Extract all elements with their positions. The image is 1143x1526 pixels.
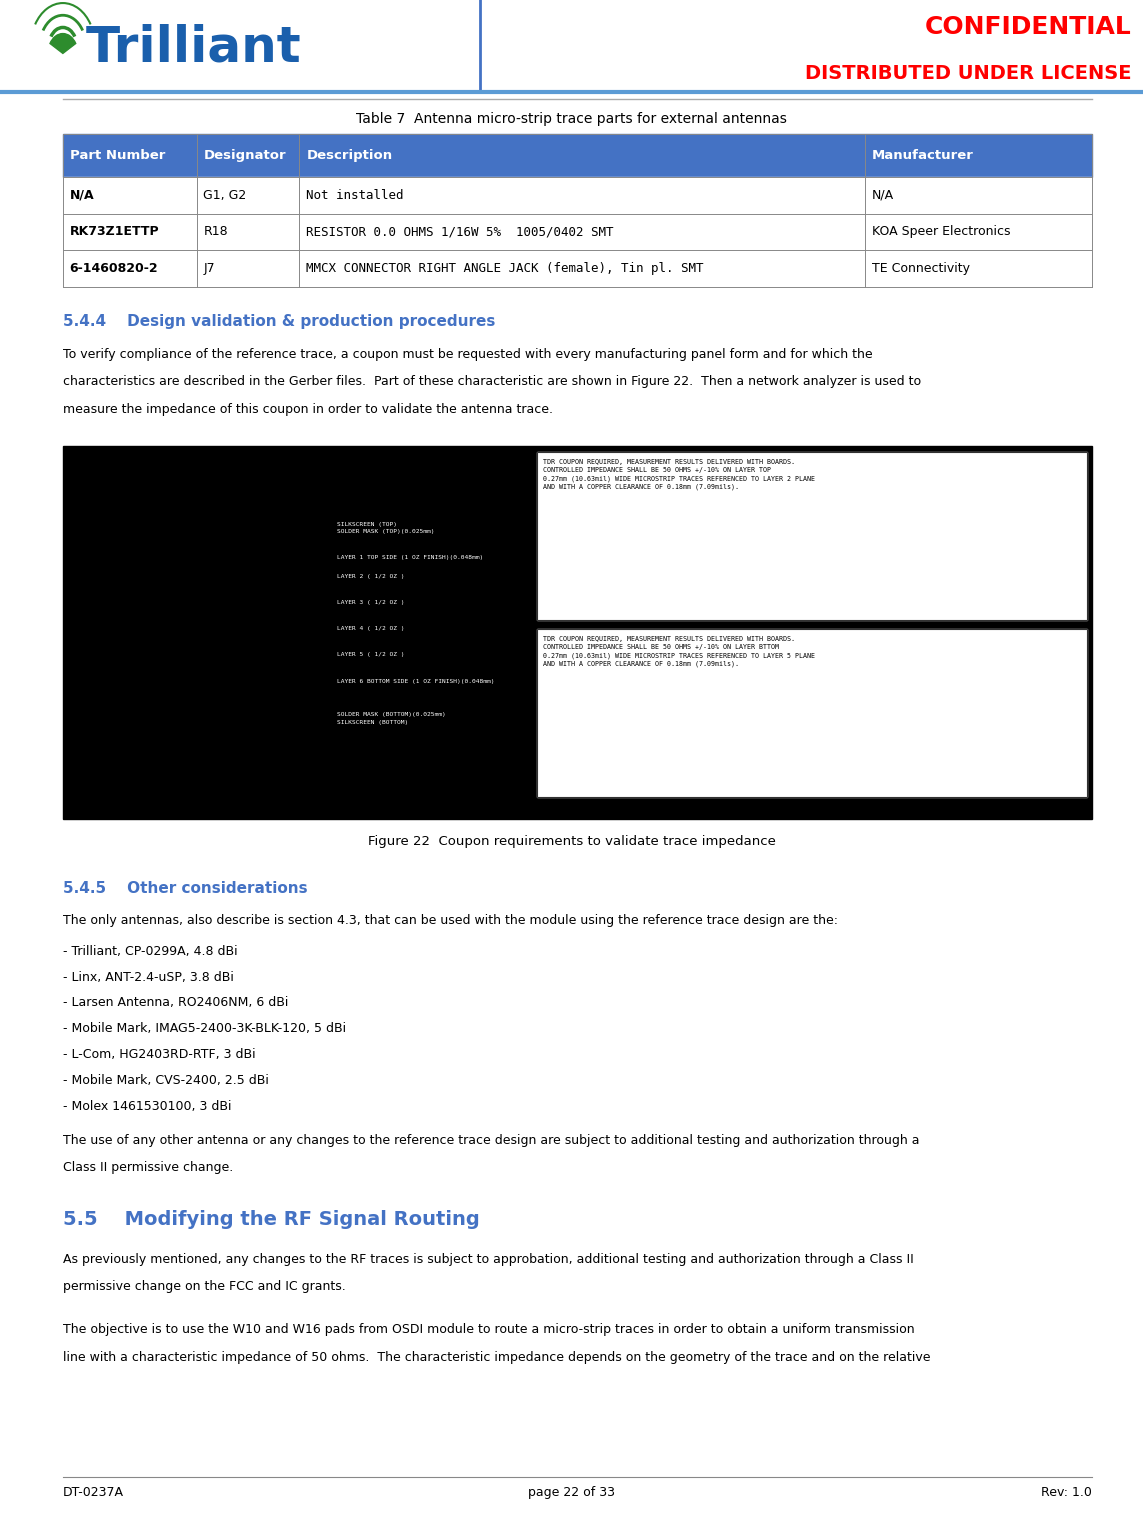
Text: SOLDER MASK (BOTTOM)(0.025mm): SOLDER MASK (BOTTOM)(0.025mm) [337,713,446,717]
Text: N/A: N/A [872,189,894,201]
Bar [63,214,1092,250]
Bar [0,0,1143,92]
Text: RK73Z1ETTP: RK73Z1ETTP [70,226,159,238]
Text: The objective is to use the W10 and W16 pads from OSDI module to route a micro-s: The objective is to use the W10 and W16 … [63,1323,914,1337]
Text: Manufacturer: Manufacturer [872,150,974,162]
Text: - Mobile Mark, CVS-2400, 2.5 dBi: - Mobile Mark, CVS-2400, 2.5 dBi [63,1074,269,1088]
Text: SOLDER MASK (TOP)(0.025mm): SOLDER MASK (TOP)(0.025mm) [337,530,434,534]
Text: 6-1460820-2: 6-1460820-2 [70,262,159,275]
Text: DISTRIBUTED UNDER LICENSE: DISTRIBUTED UNDER LICENSE [805,64,1132,82]
Text: N/A: N/A [70,189,95,201]
Text: Trilliant: Trilliant [86,23,302,72]
Text: G1, G2: G1, G2 [203,189,247,201]
Text: Designator: Designator [203,150,286,162]
Text: - Larsen Antenna, RO2406NM, 6 dBi: - Larsen Antenna, RO2406NM, 6 dBi [63,996,288,1010]
Text: R18: R18 [203,226,229,238]
Text: SILKSCREEN (BOTTOM): SILKSCREEN (BOTTOM) [337,720,408,725]
Text: LAYER 2 ( 1/2 OZ ): LAYER 2 ( 1/2 OZ ) [337,574,405,578]
Text: LAYER 5 ( 1/2 OZ ): LAYER 5 ( 1/2 OZ ) [337,653,405,658]
Bar [63,177,1092,214]
Text: LAYER 1 TOP SIDE (1 OZ FINISH)(0.048mm): LAYER 1 TOP SIDE (1 OZ FINISH)(0.048mm) [337,555,483,560]
Text: CONFIDENTIAL: CONFIDENTIAL [925,15,1132,40]
Text: 5.4.4    Design validation & production procedures: 5.4.4 Design validation & production pro… [63,314,495,330]
Text: Not installed: Not installed [306,189,403,201]
Text: Rev: 1.0: Rev: 1.0 [1040,1486,1092,1499]
Text: The only antennas, also describe is section 4.3, that can be used with the modul: The only antennas, also describe is sect… [63,914,838,928]
Text: LAYER 3 ( 1/2 OZ ): LAYER 3 ( 1/2 OZ ) [337,600,405,606]
Text: 5.5    Modifying the RF Signal Routing: 5.5 Modifying the RF Signal Routing [63,1210,480,1228]
Text: KOA Speer Electronics: KOA Speer Electronics [872,226,1010,238]
Text: - Mobile Mark, IMAG5-2400-3K-BLK-120, 5 dBi: - Mobile Mark, IMAG5-2400-3K-BLK-120, 5 … [63,1022,346,1036]
Text: TDR COUPON REQUIRED, MEASUREMENT RESULTS DELIVERED WITH BOARDS.
CONTROLLED IMPED: TDR COUPON REQUIRED, MEASUREMENT RESULTS… [543,459,815,490]
Text: TE Connectivity: TE Connectivity [872,262,970,275]
Bar [63,250,1092,287]
Text: MMCX CONNECTOR RIGHT ANGLE JACK (female), Tin pl. SMT: MMCX CONNECTOR RIGHT ANGLE JACK (female)… [306,262,704,275]
Text: - Linx, ANT-2.4-uSP, 3.8 dBi: - Linx, ANT-2.4-uSP, 3.8 dBi [63,971,233,984]
Text: RESISTOR 0.0 OHMS 1/16W 5%  1005/0402 SMT: RESISTOR 0.0 OHMS 1/16W 5% 1005/0402 SMT [306,226,614,238]
Bar [537,452,1087,620]
Text: page 22 of 33: page 22 of 33 [528,1486,615,1499]
Text: SILKSCREEN (TOP): SILKSCREEN (TOP) [337,522,397,526]
Text: characteristics are described in the Gerber files.  Part of these characteristic: characteristics are described in the Ger… [63,375,921,389]
Text: To verify compliance of the reference trace, a coupon must be requested with eve: To verify compliance of the reference tr… [63,348,872,362]
Text: LAYER 6 BOTTOM SIDE (1 OZ FINISH)(0.048mm): LAYER 6 BOTTOM SIDE (1 OZ FINISH)(0.048m… [337,679,495,684]
Text: Part Number: Part Number [70,150,165,162]
Text: Figure 22  Coupon requirements to validate trace impedance: Figure 22 Coupon requirements to validat… [368,835,775,848]
Text: Description: Description [306,150,392,162]
Bar [537,452,1087,620]
Text: TDR COUPON REQUIRED, MEASUREMENT RESULTS DELIVERED WITH BOARDS.
CONTROLLED IMPED: TDR COUPON REQUIRED, MEASUREMENT RESULTS… [543,636,815,667]
Text: LAYER 4 ( 1/2 OZ ): LAYER 4 ( 1/2 OZ ) [337,626,405,632]
Text: 5.4.5    Other considerations: 5.4.5 Other considerations [63,881,307,896]
Text: - Molex 1461530100, 3 dBi: - Molex 1461530100, 3 dBi [63,1100,231,1114]
Bar [63,134,1092,177]
Text: Table 7  Antenna micro-strip trace parts for external antennas: Table 7 Antenna micro-strip trace parts … [357,111,786,127]
Text: The use of any other antenna or any changes to the reference trace design are su: The use of any other antenna or any chan… [63,1134,919,1148]
Text: Class II permissive change.: Class II permissive change. [63,1161,233,1175]
Wedge shape [50,34,75,53]
Text: DT-0237A: DT-0237A [63,1486,123,1499]
Bar [537,629,1087,797]
Text: J7: J7 [203,262,215,275]
Text: line with a characteristic impedance of 50 ohms.  The characteristic impedance d: line with a characteristic impedance of … [63,1351,930,1364]
Text: - L-Com, HG2403RD-RTF, 3 dBi: - L-Com, HG2403RD-RTF, 3 dBi [63,1048,256,1062]
Bar [537,629,1087,797]
Text: measure the impedance of this coupon in order to validate the antenna trace.: measure the impedance of this coupon in … [63,403,553,417]
Text: - Trilliant, CP-0299A, 4.8 dBi: - Trilliant, CP-0299A, 4.8 dBi [63,945,238,958]
Text: permissive change on the FCC and IC grants.: permissive change on the FCC and IC gran… [63,1280,345,1294]
Text: As previously mentioned, any changes to the RF traces is subject to approbation,: As previously mentioned, any changes to … [63,1253,913,1267]
Bar [63,446,1092,819]
